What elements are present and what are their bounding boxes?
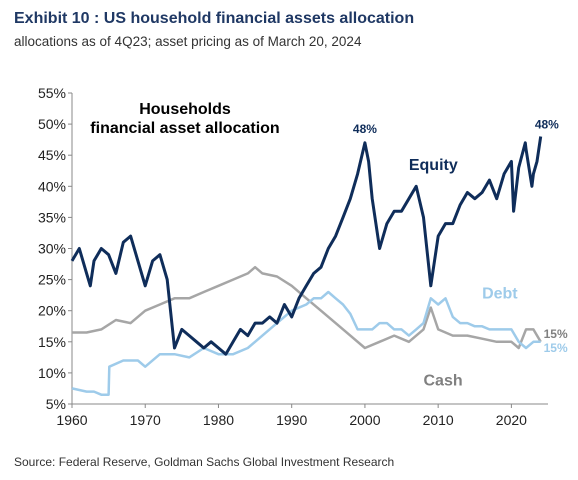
x-tick-labels: 1960 1970 1980 1990 2000 2010 2020 (56, 404, 527, 428)
chart-inner-title-line2: financial asset allocation (90, 120, 279, 137)
y-tick-labels: 5% 10% 15% 20% 25% 30% 35% 40% 45% 50% 55% (38, 85, 72, 412)
source-note: Source: Federal Reserve, Goldman Sachs G… (14, 455, 395, 469)
x-tick-label: 2020 (496, 412, 527, 428)
y-tick-label: 15% (38, 334, 66, 350)
equity-series-label: Equity (409, 157, 458, 174)
y-tick-label: 50% (38, 116, 66, 132)
x-tick-label: 1990 (276, 412, 307, 428)
y-tick-label: 10% (38, 365, 66, 381)
y-tick-label: 55% (38, 85, 66, 101)
plot-area (71, 93, 548, 405)
y-tick-label: 35% (38, 209, 66, 225)
y-tick-label: 40% (38, 178, 66, 194)
cash-end-label: 15% (544, 327, 568, 341)
debt-series-label: Debt (482, 285, 518, 302)
y-tick-label: 5% (46, 396, 66, 412)
y-tick-label: 30% (38, 241, 66, 257)
y-tick-label: 25% (38, 272, 66, 288)
series-lines (70, 136, 543, 396)
equity-line (70, 136, 543, 356)
chart-inner-title-line1: Households (139, 101, 231, 118)
cash-line (72, 265, 542, 350)
cash-series-label: Cash (424, 372, 463, 389)
chart-title: Exhibit 10 : US household financial asse… (14, 10, 415, 27)
equity-end-label: 48% (535, 118, 559, 132)
x-tick-label: 2010 (423, 412, 454, 428)
y-tick-label: 45% (38, 147, 66, 163)
x-tick-label: 1960 (56, 412, 87, 428)
debt-end-label: 15% (544, 341, 568, 355)
x-tick-label: 1980 (203, 412, 234, 428)
x-tick-label: 1970 (130, 412, 161, 428)
y-tick-label: 20% (38, 303, 66, 319)
equity-peak-label: 48% (353, 122, 377, 136)
x-tick-label: 2000 (349, 412, 380, 428)
debt-line (71, 290, 541, 396)
chart-subtitle: allocations as of 4Q23; asset pricing as… (14, 34, 362, 49)
